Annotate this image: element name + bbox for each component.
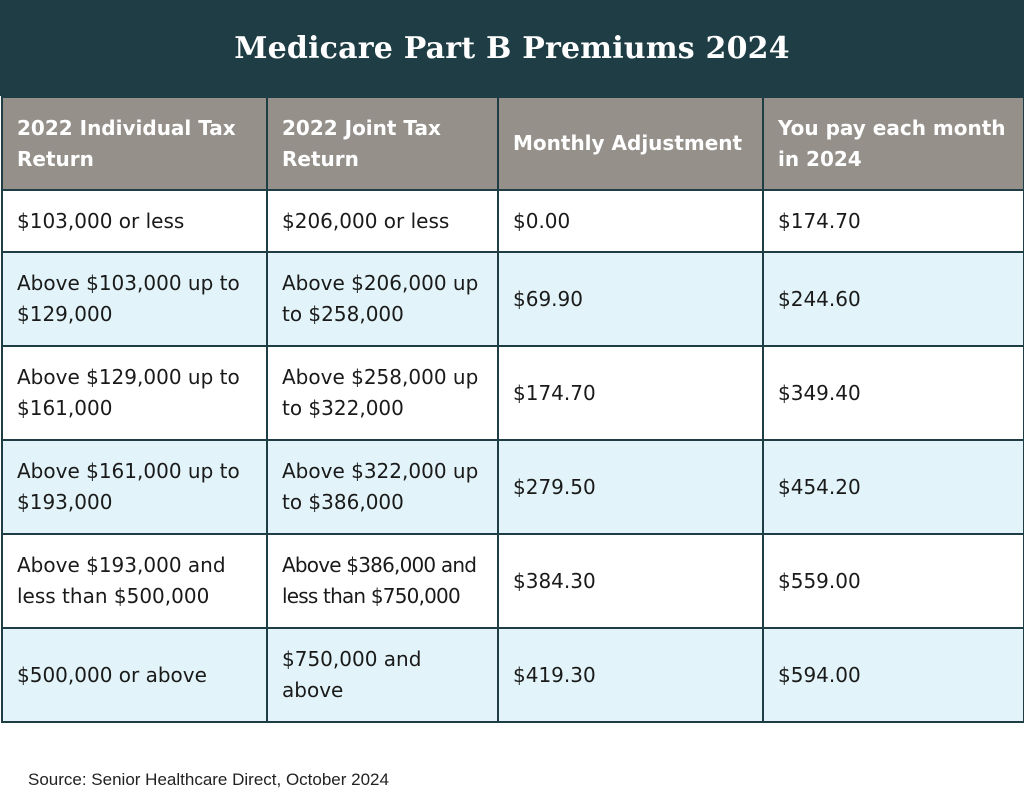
payment-cell: $559.00 <box>762 533 1024 629</box>
table-row: Above $103,000 up to $129,000 Above $206… <box>1 251 1024 347</box>
page-title: Medicare Part B Premiums 2024 <box>234 30 790 66</box>
individual-income-cell: Above $129,000 up to $161,000 <box>1 345 268 441</box>
individual-income-cell: Above $193,000 and less than $500,000 <box>1 533 268 629</box>
adjustment-cell: $419.30 <box>497 627 764 723</box>
adjustment-cell: $384.30 <box>497 533 764 629</box>
joint-income-cell: Above $258,000 up to $322,000 <box>266 345 499 441</box>
individual-income-cell: $500,000 or above <box>1 627 268 723</box>
header-monthly-payment: You pay each month in 2024 <box>762 96 1024 191</box>
adjustment-cell: $174.70 <box>497 345 764 441</box>
individual-income-cell: $103,000 or less <box>1 189 268 253</box>
adjustment-cell: $279.50 <box>497 439 764 535</box>
table-row: Above $193,000 and less than $500,000 Ab… <box>1 533 1024 629</box>
payment-cell: $174.70 <box>762 189 1024 253</box>
payment-cell: $244.60 <box>762 251 1024 347</box>
joint-income-cell: $206,000 or less <box>266 189 499 253</box>
header-individual-tax-return: 2022 Individual Tax Return <box>1 96 268 191</box>
joint-income-cell: Above $386,000 and less than $750,000 <box>266 533 499 629</box>
title-banner: Medicare Part B Premiums 2024 <box>0 0 1024 96</box>
table-header-row: 2022 Individual Tax Return 2022 Joint Ta… <box>1 96 1024 191</box>
joint-income-cell: Above $322,000 up to $386,000 <box>266 439 499 535</box>
header-monthly-adjustment: Monthly Adjustment <box>497 96 764 191</box>
table-row: Above $161,000 up to $193,000 Above $322… <box>1 439 1024 535</box>
payment-cell: $454.20 <box>762 439 1024 535</box>
table-row: $500,000 or above $750,000 and above $41… <box>1 627 1024 723</box>
source-note: Source: Senior Healthcare Direct, Octobe… <box>28 770 389 789</box>
adjustment-cell: $69.90 <box>497 251 764 347</box>
header-joint-tax-return: 2022 Joint Tax Return <box>266 96 499 191</box>
table-row: $103,000 or less $206,000 or less $0.00 … <box>1 189 1024 253</box>
payment-cell: $594.00 <box>762 627 1024 723</box>
payment-cell: $349.40 <box>762 345 1024 441</box>
individual-income-cell: Above $103,000 up to $129,000 <box>1 251 268 347</box>
premiums-table: 2022 Individual Tax Return 2022 Joint Ta… <box>1 96 1024 723</box>
table-row: Above $129,000 up to $161,000 Above $258… <box>1 345 1024 441</box>
individual-income-cell: Above $161,000 up to $193,000 <box>1 439 268 535</box>
joint-income-cell: Above $206,000 up to $258,000 <box>266 251 499 347</box>
adjustment-cell: $0.00 <box>497 189 764 253</box>
joint-income-cell: $750,000 and above <box>266 627 499 723</box>
